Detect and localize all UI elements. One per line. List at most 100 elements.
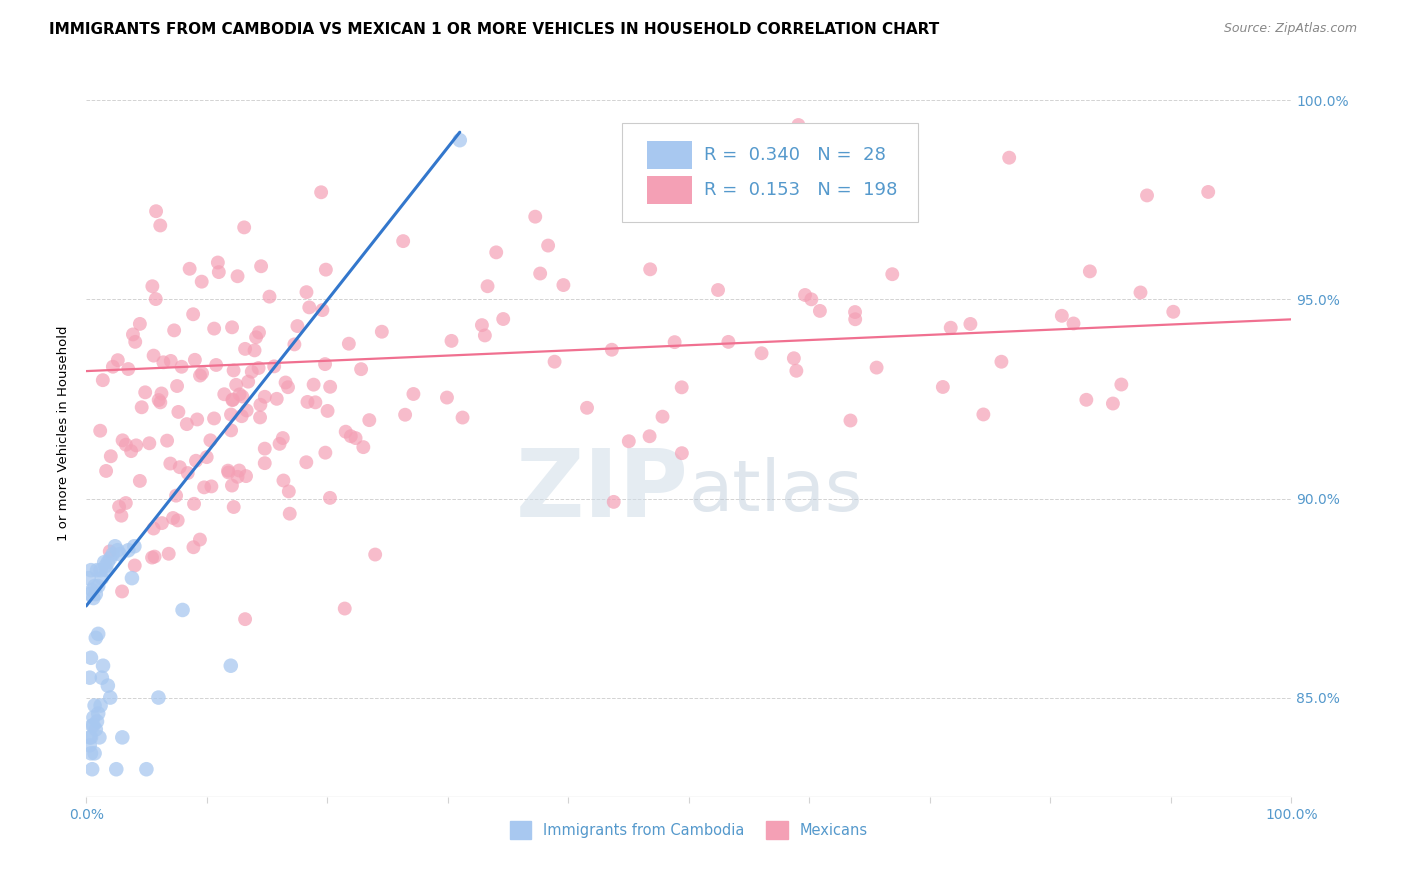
Point: [188, 533, 211, 547]
Point: [79, 739, 101, 753]
Point: [221, 393, 243, 408]
Bar: [647, 177, 692, 204]
Point: [263, 359, 285, 374]
Point: [259, 290, 281, 304]
Point: [143, 549, 166, 564]
Point: [145, 292, 167, 306]
Point: [333, 601, 356, 615]
Point: [477, 279, 499, 293]
Point: [117, 543, 139, 558]
Point: [226, 470, 249, 484]
Point: [159, 457, 181, 471]
Point: [181, 307, 204, 321]
Point: [839, 413, 862, 427]
Point: [124, 539, 146, 553]
Point: [298, 301, 321, 315]
Text: IMMIGRANTS FROM CAMBODIA VS MEXICAN 1 OR MORE VEHICLES IN HOUSEHOLD CORRELATION : IMMIGRANTS FROM CAMBODIA VS MEXICAN 1 OR…: [49, 22, 939, 37]
Point: [200, 434, 222, 448]
Point: [82, 710, 104, 724]
Point: [82, 718, 104, 732]
Point: [882, 267, 904, 281]
Point: [297, 395, 319, 409]
Point: [84, 723, 107, 737]
Point: [166, 379, 188, 393]
Point: [107, 543, 129, 558]
Point: [249, 398, 271, 412]
Point: [108, 500, 131, 514]
Point: [193, 480, 215, 494]
Point: [149, 395, 172, 409]
Point: [219, 423, 242, 437]
Point: [844, 305, 866, 319]
Point: [1197, 185, 1219, 199]
Point: [157, 547, 180, 561]
Point: [238, 375, 260, 389]
Point: [1050, 309, 1073, 323]
Point: [311, 303, 333, 318]
Point: [939, 320, 962, 334]
Point: [214, 387, 236, 401]
Point: [1136, 188, 1159, 202]
Point: [150, 516, 173, 530]
Point: [959, 317, 981, 331]
Point: [188, 368, 211, 383]
Point: [82, 591, 104, 605]
Point: [96, 563, 118, 577]
Point: [751, 346, 773, 360]
Point: [84, 587, 107, 601]
Point: [314, 445, 336, 459]
Point: [222, 363, 245, 377]
Point: [671, 380, 693, 394]
Point: [121, 571, 143, 585]
Point: [865, 360, 887, 375]
Point: [125, 438, 148, 452]
Point: [89, 731, 111, 745]
Point: [110, 508, 132, 523]
Point: [315, 262, 337, 277]
Point: [82, 583, 104, 598]
Point: [394, 408, 416, 422]
Point: [1078, 264, 1101, 278]
Point: [142, 349, 165, 363]
Text: R =  0.340   N =  28: R = 0.340 N = 28: [704, 146, 886, 164]
Point: [221, 478, 243, 492]
Point: [436, 391, 458, 405]
Point: [235, 469, 257, 483]
Point: [274, 376, 297, 390]
Point: [131, 401, 153, 415]
Point: [245, 330, 267, 344]
Point: [783, 351, 806, 366]
Point: [148, 392, 170, 407]
Point: [202, 321, 225, 335]
Point: [233, 220, 256, 235]
Point: [471, 318, 494, 332]
Point: [169, 460, 191, 475]
Point: [159, 354, 181, 368]
Point: [82, 762, 104, 776]
Text: R =  0.153   N =  198: R = 0.153 N = 198: [704, 181, 898, 199]
Point: [202, 411, 225, 425]
Point: [208, 265, 231, 279]
Point: [247, 361, 270, 376]
Point: [190, 275, 212, 289]
Point: [128, 317, 150, 331]
Point: [90, 698, 112, 713]
Point: [543, 354, 565, 368]
Point: [111, 731, 134, 745]
Point: [451, 410, 474, 425]
Point: [617, 434, 640, 449]
Point: [101, 547, 124, 561]
Point: [107, 353, 129, 368]
Point: [91, 658, 114, 673]
Point: [114, 496, 136, 510]
Point: [98, 544, 121, 558]
Point: [319, 491, 342, 505]
Point: [124, 334, 146, 349]
Point: [352, 440, 374, 454]
Point: [295, 285, 318, 300]
Point: [226, 269, 249, 284]
Point: [124, 558, 146, 573]
Point: [287, 319, 309, 334]
Point: [77, 571, 100, 585]
Point: [79, 731, 101, 745]
